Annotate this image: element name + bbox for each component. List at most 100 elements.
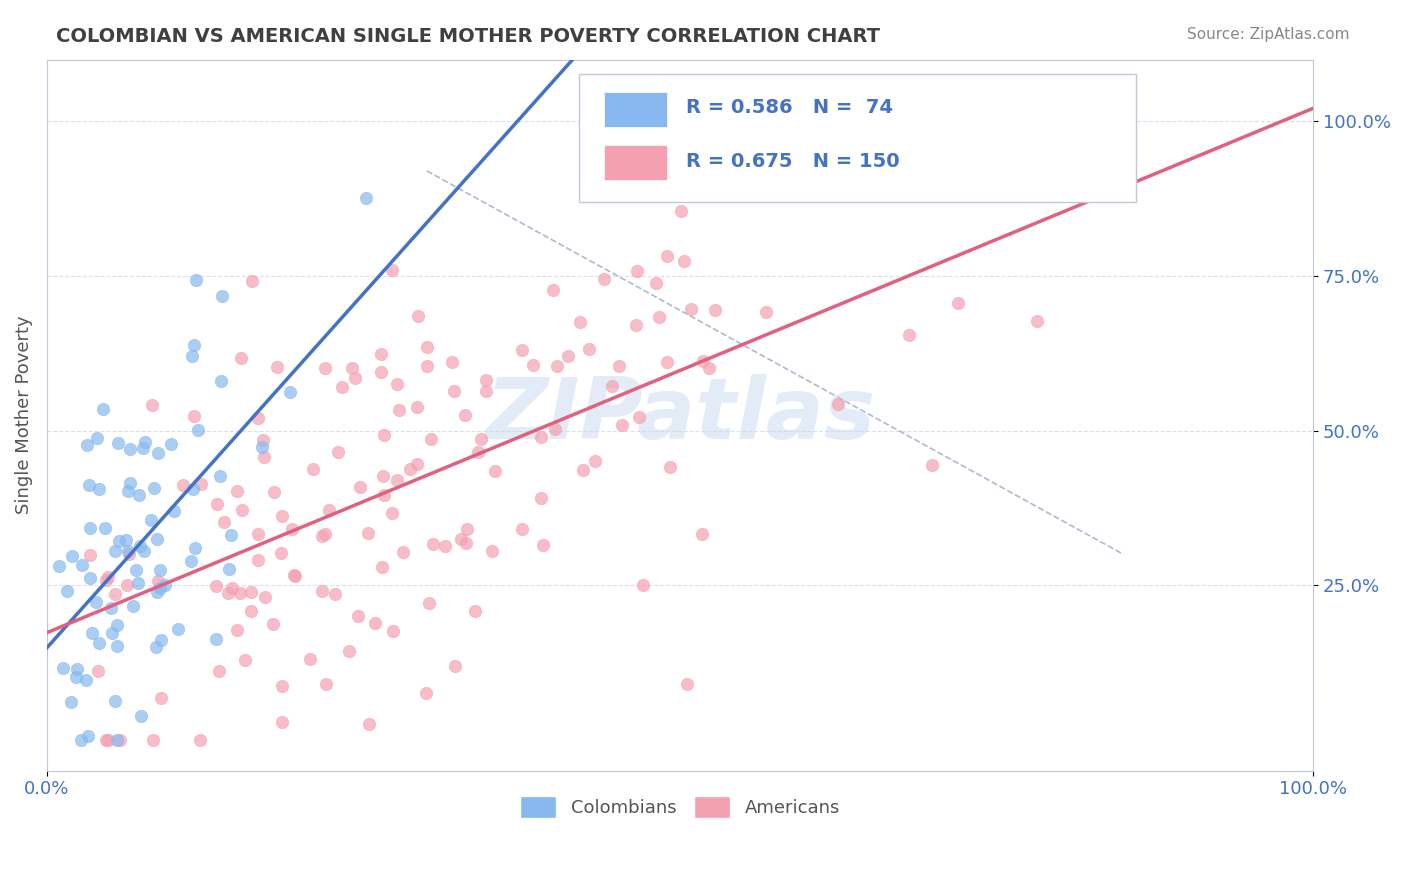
Point — [96, 732, 118, 747]
Point — [228, 586, 250, 600]
Point — [172, 478, 194, 492]
Point — [183, 337, 205, 351]
Point — [231, 503, 253, 517]
Point — [128, 539, 150, 553]
Point — [697, 360, 720, 375]
Point — [416, 340, 439, 354]
Point — [212, 515, 235, 529]
Point — [117, 547, 139, 561]
Point — [226, 624, 249, 638]
Point — [381, 506, 404, 520]
Point — [118, 475, 141, 490]
Point — [97, 570, 120, 584]
Point — [94, 521, 117, 535]
Point — [349, 480, 371, 494]
Point — [149, 581, 172, 595]
Point — [655, 355, 678, 369]
Point — [283, 567, 305, 582]
Point — [453, 408, 475, 422]
Point — [70, 732, 93, 747]
Point — [181, 482, 204, 496]
Point — [205, 497, 228, 511]
Point — [398, 462, 420, 476]
Point — [443, 384, 465, 398]
Point — [51, 661, 73, 675]
Point — [211, 289, 233, 303]
Point — [253, 591, 276, 605]
Point — [484, 464, 506, 478]
Point — [648, 310, 671, 324]
Point — [149, 691, 172, 706]
Point — [370, 365, 392, 379]
Legend: Colombians, Americans: Colombians, Americans — [513, 789, 848, 826]
Point — [60, 549, 83, 563]
Point — [218, 562, 240, 576]
Point — [510, 343, 533, 357]
Point — [145, 640, 167, 655]
Point — [252, 434, 274, 448]
Point — [146, 446, 169, 460]
Point — [110, 732, 132, 747]
Point — [690, 527, 713, 541]
Point — [70, 558, 93, 573]
Point — [66, 662, 89, 676]
Point — [364, 616, 387, 631]
Text: COLOMBIAN VS AMERICAN SINGLE MOTHER POVERTY CORRELATION CHART: COLOMBIAN VS AMERICAN SINGLE MOTHER POVE… — [56, 27, 880, 45]
Point — [544, 422, 567, 436]
Point — [91, 402, 114, 417]
Point — [184, 273, 207, 287]
Point — [420, 432, 443, 446]
Point — [450, 532, 472, 546]
Point — [675, 676, 697, 690]
Point — [679, 301, 702, 316]
Point — [117, 484, 139, 499]
Point — [128, 488, 150, 502]
Point — [475, 384, 498, 399]
Point — [456, 522, 478, 536]
Point — [388, 403, 411, 417]
Bar — [605, 92, 668, 128]
Point — [262, 617, 284, 632]
Point — [142, 732, 165, 747]
Point — [530, 491, 553, 505]
Point — [921, 458, 943, 472]
Text: R = 0.675   N = 150: R = 0.675 N = 150 — [686, 152, 900, 170]
Point — [56, 583, 79, 598]
Point — [381, 263, 404, 277]
Point — [392, 545, 415, 559]
Point — [602, 378, 624, 392]
Point — [583, 454, 606, 468]
Point — [76, 438, 98, 452]
Point — [86, 431, 108, 445]
Point — [311, 584, 333, 599]
Point — [416, 359, 439, 373]
Point — [522, 358, 544, 372]
Point — [266, 359, 288, 374]
Point — [626, 264, 648, 278]
Point — [315, 677, 337, 691]
Point — [231, 351, 253, 365]
Point — [385, 376, 408, 391]
Point — [422, 537, 444, 551]
Point — [79, 521, 101, 535]
Point — [141, 512, 163, 526]
Point — [470, 432, 492, 446]
Point — [325, 587, 347, 601]
Point — [578, 342, 600, 356]
Point — [105, 639, 128, 653]
Point — [530, 430, 553, 444]
Point — [464, 604, 486, 618]
Point — [318, 502, 340, 516]
Point — [314, 360, 336, 375]
Point — [337, 644, 360, 658]
Point — [571, 463, 593, 477]
Point — [105, 618, 128, 632]
Point — [127, 575, 149, 590]
Point — [105, 732, 128, 747]
Point — [60, 695, 83, 709]
Point — [373, 428, 395, 442]
Point — [440, 354, 463, 368]
Point — [141, 398, 163, 412]
Point — [332, 380, 354, 394]
Point — [669, 203, 692, 218]
